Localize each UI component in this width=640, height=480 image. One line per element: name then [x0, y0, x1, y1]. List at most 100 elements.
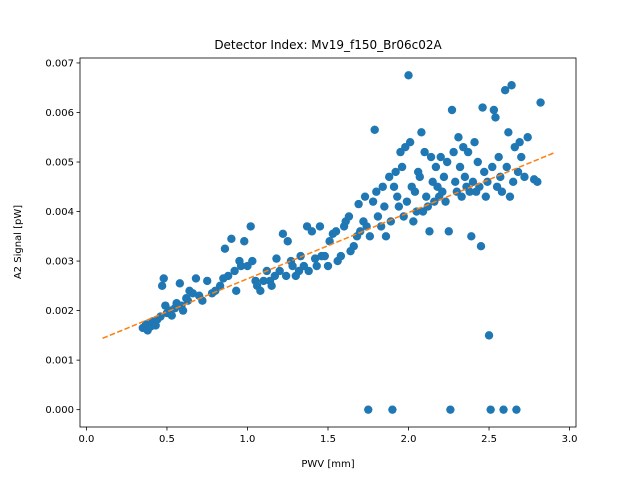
data-point — [441, 197, 450, 206]
data-point — [304, 266, 313, 276]
x-tick-label: 1.5 — [320, 434, 336, 445]
data-point — [364, 405, 373, 414]
data-point — [438, 187, 447, 196]
data-point — [360, 192, 370, 201]
data-point — [494, 152, 503, 162]
data-point — [296, 251, 305, 261]
data-point — [457, 192, 466, 201]
data-point — [442, 157, 452, 167]
y-axis-label: A2 Signal [pW] — [13, 205, 24, 279]
data-point — [439, 172, 449, 182]
data-point — [183, 296, 193, 305]
fit-line-group — [102, 152, 554, 340]
data-point — [215, 281, 225, 291]
data-point — [523, 133, 532, 142]
y-tick-label: 0.003 — [45, 257, 74, 268]
x-tick-label: 2.5 — [481, 434, 497, 445]
x-axis-ticks: 0.0 0.5 1.0 1.5 2.0 2.5 3.0 — [78, 427, 578, 445]
data-point — [504, 128, 513, 137]
data-point — [447, 105, 457, 115]
data-point — [236, 261, 246, 271]
data-point — [417, 128, 426, 137]
data-point — [465, 187, 474, 196]
data-point — [378, 182, 387, 191]
data-point — [508, 177, 518, 187]
data-point — [470, 138, 479, 147]
data-point — [451, 177, 460, 187]
data-point — [422, 192, 431, 201]
data-point — [409, 217, 418, 226]
data-point — [310, 254, 320, 263]
data-point — [426, 152, 436, 162]
data-point — [272, 254, 281, 263]
y-tick-label: 0.005 — [45, 158, 74, 169]
data-point — [388, 405, 397, 414]
data-point — [473, 157, 482, 167]
data-point — [372, 187, 381, 196]
data-point — [323, 261, 333, 271]
data-point — [380, 202, 389, 211]
y-tick-label: 0.002 — [45, 306, 74, 317]
data-point — [454, 133, 463, 142]
data-point — [499, 405, 508, 414]
data-point — [513, 167, 523, 177]
data-point — [365, 232, 375, 241]
data-point — [394, 202, 404, 211]
data-point — [468, 177, 478, 187]
data-point — [420, 147, 429, 157]
y-tick-label: 0.001 — [45, 356, 74, 367]
data-point — [486, 405, 495, 414]
data-point — [455, 162, 465, 172]
data-point — [259, 276, 268, 286]
data-point — [505, 192, 515, 201]
data-point — [391, 167, 400, 177]
data-point — [373, 212, 383, 221]
data-point — [315, 222, 325, 231]
data-point — [478, 103, 487, 112]
data-point — [412, 207, 421, 216]
data-point — [497, 187, 507, 196]
data-point — [480, 167, 489, 177]
data-point — [446, 405, 455, 414]
data-point — [349, 242, 358, 251]
data-point — [278, 229, 288, 239]
data-point — [436, 152, 445, 162]
y-axis-ticks: 0.000 0.001 0.002 0.003 0.004 0.005 0.006 0.007 — [45, 58, 80, 416]
data-point — [331, 227, 341, 236]
data-point — [275, 266, 284, 276]
x-tick-label: 3.0 — [562, 434, 578, 445]
data-point — [175, 279, 185, 288]
data-point — [159, 274, 168, 283]
data-point — [178, 306, 188, 315]
data-point — [512, 405, 521, 414]
data-point — [232, 286, 241, 295]
y-tick-label: 0.000 — [45, 405, 74, 416]
data-point — [223, 271, 233, 281]
data-point — [404, 71, 413, 80]
data-point — [410, 187, 420, 196]
data-point — [384, 172, 394, 182]
data-point — [483, 177, 492, 187]
data-point — [449, 147, 458, 157]
data-point — [397, 162, 407, 172]
x-axis-label: PWV [mm] — [301, 459, 354, 470]
data-point — [481, 192, 491, 201]
data-point — [500, 85, 510, 95]
data-point — [370, 125, 379, 135]
x-tick-label: 2.0 — [401, 434, 417, 445]
data-point — [312, 261, 321, 271]
data-point — [157, 281, 167, 291]
data-point — [405, 138, 415, 147]
data-point — [444, 227, 453, 236]
x-tick-label: 0.0 — [78, 434, 94, 445]
data-point — [431, 162, 441, 172]
data-point — [281, 271, 291, 281]
data-point — [191, 274, 201, 283]
data-point — [402, 197, 412, 206]
data-point — [336, 251, 346, 261]
data-point — [489, 105, 499, 115]
data-point — [476, 242, 486, 251]
data-point — [240, 237, 249, 246]
data-point — [368, 197, 378, 206]
